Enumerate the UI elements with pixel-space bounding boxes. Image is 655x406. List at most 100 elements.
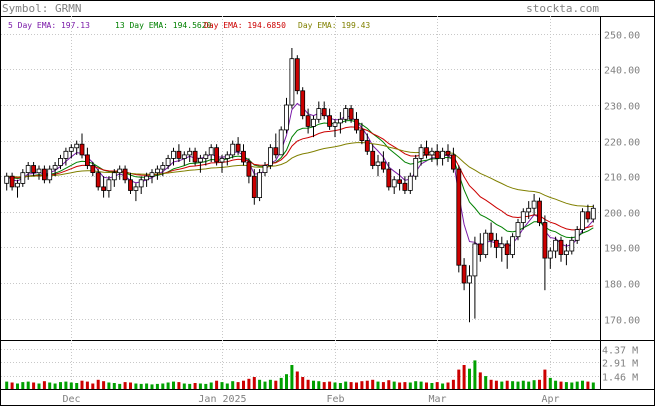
candle-body [36, 168, 42, 174]
site-watermark: stockta.com [526, 2, 599, 15]
volume-bar [42, 381, 46, 389]
candle-body [122, 168, 128, 181]
volume-bar [69, 382, 73, 389]
volume-bar [548, 377, 552, 389]
candle-body [294, 58, 300, 92]
volume-bar [134, 383, 138, 389]
candle-body [262, 165, 268, 173]
candle-body [278, 129, 284, 156]
volume-bar [139, 383, 143, 389]
price-tick-label: 180.00 [604, 280, 640, 291]
volume-bar [279, 377, 283, 389]
price-tick-label: 200.00 [604, 209, 640, 220]
volume-bar [155, 383, 159, 389]
x-tick-label: Mar [428, 394, 446, 405]
candle-body [144, 175, 150, 181]
candle-body [149, 172, 155, 177]
volume-tick-label: 2.91 M [602, 359, 638, 370]
candle-body [25, 165, 31, 173]
candle-body [445, 150, 451, 156]
candle-body [63, 150, 69, 159]
volume-bar [419, 381, 423, 389]
volume-bar [198, 383, 202, 389]
volume-bar [462, 365, 466, 389]
candle-body [95, 172, 101, 188]
candle-body [504, 243, 510, 255]
candle-body [235, 143, 241, 152]
candle-body [590, 207, 596, 220]
volume-bar [182, 383, 186, 389]
volume-bar [166, 382, 170, 389]
candle-body [58, 157, 63, 166]
candle-body [273, 147, 279, 156]
candle-body [20, 172, 26, 184]
volume-bar [188, 383, 192, 389]
candle-body [574, 229, 580, 241]
candle-body [418, 147, 424, 159]
candle-body [219, 157, 225, 163]
ema-legend-4: Day EMA: 199.43 [298, 21, 370, 30]
candle-body [558, 239, 564, 255]
volume-bar [328, 381, 332, 389]
candle-body [111, 172, 117, 181]
volume-bar [365, 380, 369, 389]
volume-tick-label: 1.46 M [602, 373, 638, 384]
candle-body [4, 175, 10, 184]
volume-bar [451, 379, 455, 389]
volume-bar [500, 381, 504, 389]
candle-body [477, 243, 483, 255]
candle-body [79, 143, 85, 156]
candle-body [520, 211, 526, 223]
volume-bar [290, 365, 294, 389]
volume-bar [414, 381, 418, 389]
volume-bar [107, 382, 111, 389]
candle-body [176, 150, 182, 159]
volume-bar [161, 383, 165, 389]
price-tick-label: 170.00 [604, 316, 640, 327]
candle-body [467, 275, 472, 284]
volume-bar [150, 384, 154, 389]
volume-bar [554, 380, 558, 389]
volume-bar [333, 382, 337, 389]
candle-body [160, 165, 166, 170]
volume-bar [398, 382, 402, 389]
candle-body [461, 264, 467, 284]
candle-body [391, 179, 397, 188]
candle-body [171, 150, 176, 159]
volume-bar [193, 383, 197, 389]
ema-legend-2: 13 Day EMA: 194.5620 [115, 21, 212, 30]
candle-body [370, 150, 376, 166]
volume-bar [360, 381, 364, 389]
volume-bar [215, 380, 219, 389]
volume-bar [91, 383, 95, 389]
candle-body [564, 250, 569, 255]
ema-line [6, 142, 594, 207]
volume-bar [381, 382, 385, 389]
candle-body [197, 157, 203, 163]
candle-body [493, 239, 499, 248]
volume-bar [231, 381, 235, 389]
volume-bar [85, 381, 89, 389]
volume-bar [75, 383, 79, 389]
candle-body [192, 150, 198, 163]
candle-body [359, 129, 365, 141]
candle-body [585, 211, 591, 220]
volume-bar [5, 381, 9, 389]
candle-body [450, 154, 456, 170]
volume-bar [489, 379, 493, 389]
volume-bar [376, 381, 380, 389]
candle-body [203, 154, 209, 159]
volume-bar [322, 382, 326, 389]
candle-body [68, 147, 74, 152]
volume-bar [102, 381, 106, 389]
price-tick-label: 240.00 [604, 66, 640, 77]
candle-body [9, 175, 15, 188]
candle-body [434, 150, 440, 159]
volume-bar [252, 377, 256, 389]
candle-body [337, 118, 343, 124]
volume-bar [538, 379, 541, 389]
candle-body [251, 175, 257, 198]
candle-body [311, 118, 316, 127]
volume-bar [242, 380, 245, 389]
